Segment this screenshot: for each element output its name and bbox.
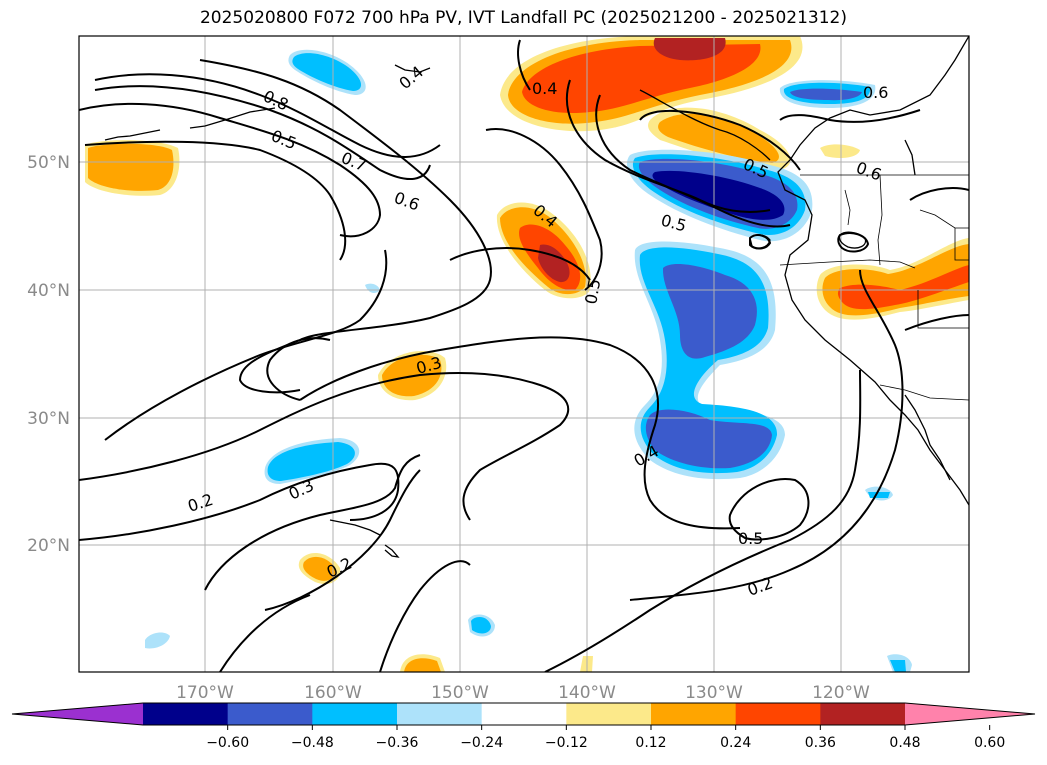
contour-label: 0.6 — [863, 83, 888, 102]
colorbar-tick-label: −0.12 — [545, 735, 588, 751]
longitude-labels: 170°W 160°W 150°W 140°W 130°W 120°W — [176, 683, 870, 703]
colorbar-segment — [566, 703, 652, 725]
colorbar-tick-label: 0.12 — [635, 735, 666, 751]
contour-label: 0.5 — [581, 277, 604, 305]
colorbar-outline — [11, 702, 1036, 726]
colorbar-tick-label: −0.24 — [460, 735, 503, 751]
contour-label: 0.5 — [738, 529, 763, 548]
lat-label: 40°N — [27, 281, 70, 301]
colorbar-tick-label: 0.24 — [720, 735, 751, 751]
colorbar-tick-label: −0.48 — [291, 735, 334, 751]
lon-label: 170°W — [176, 683, 234, 703]
lon-label: 120°W — [812, 683, 870, 703]
latitude-labels: 50°N 40°N 30°N 20°N — [27, 153, 70, 556]
lon-label: 160°W — [304, 683, 362, 703]
colorbar-tick-label: −0.60 — [206, 735, 249, 751]
colorbar: −0.60 −0.48 −0.36 −0.24 −0.12 0.12 0.24 0.36 0.4… — [11, 702, 1036, 751]
colorbar-segment — [312, 703, 398, 725]
colorbar-segment — [735, 703, 821, 725]
pv-contours — [79, 39, 969, 672]
map-title: 2025020800 F072 700 hPa PV, IVT Landfall… — [199, 8, 847, 28]
colorbar-segment — [143, 703, 229, 725]
colorbar-segment — [481, 703, 567, 725]
colorbar-tick-label: −0.36 — [376, 735, 419, 751]
lon-label: 150°W — [431, 683, 489, 703]
negative-anomaly-fills — [145, 49, 912, 672]
colorbar-extend-high — [905, 703, 1035, 725]
colorbar-segment — [820, 703, 906, 725]
positive-anomaly-fills — [85, 36, 969, 672]
colorbar-extend-low — [12, 703, 143, 725]
lon-label: 130°W — [685, 683, 743, 703]
map-frame — [78, 35, 970, 673]
contour-label: 0.4 — [532, 79, 557, 98]
coastlines — [104, 36, 969, 558]
colorbar-tick-label: 0.48 — [889, 735, 920, 751]
colorbar-tick-label: 0.36 — [805, 735, 836, 751]
lat-label: 30°N — [27, 409, 70, 429]
colorbar-segment — [651, 703, 737, 725]
lon-label: 140°W — [558, 683, 616, 703]
lat-label: 50°N — [27, 153, 70, 173]
graticule — [79, 36, 969, 672]
colorbar-segment — [397, 703, 483, 725]
lat-label: 20°N — [27, 536, 70, 556]
colorbar-tick-label: 0.60 — [974, 735, 1005, 751]
political-borders — [779, 174, 969, 401]
colorbar-segment — [227, 703, 313, 725]
map-background — [79, 36, 969, 672]
